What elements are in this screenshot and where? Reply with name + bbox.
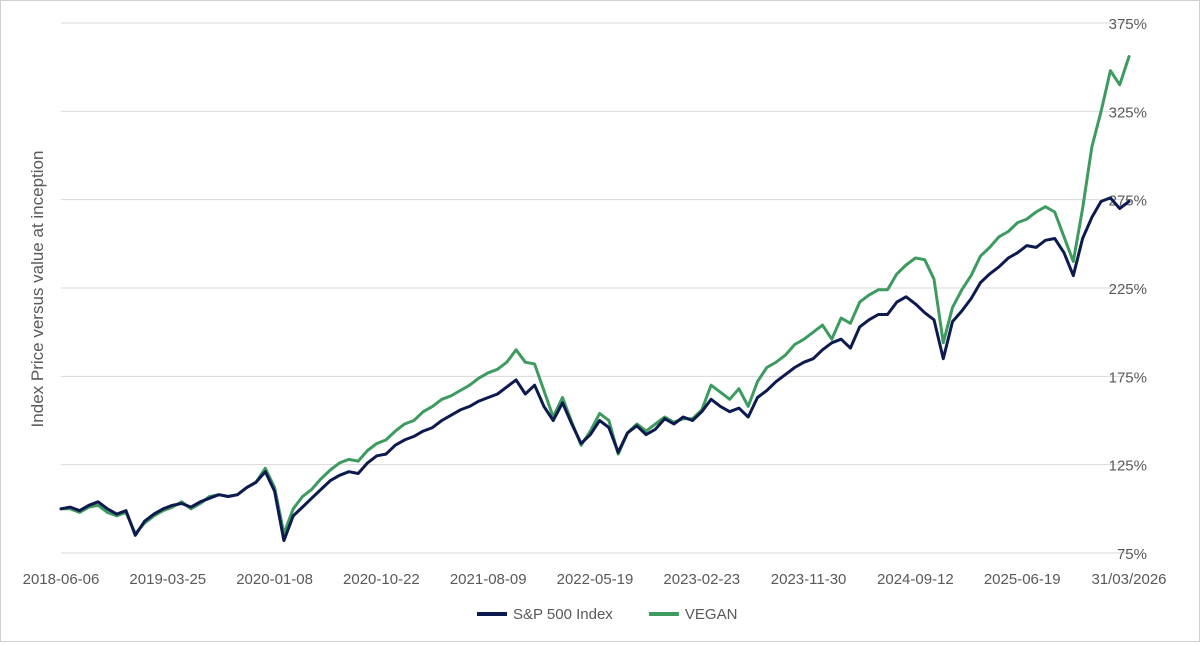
y-tick-label: 75% [1117,546,1147,563]
y-axis-ticks: 75%125%175%225%275%325%375% [1109,16,1147,563]
series-lines [59,55,1131,543]
y-axis-label: Index Price versus value at inception [28,151,47,428]
x-tick-label: 2023-02-23 [663,571,740,588]
series-line [59,196,1131,543]
x-tick-label: 2024-09-12 [877,571,954,588]
x-tick-label: 2021-08-09 [450,571,527,588]
legend-label: S&P 500 Index [513,606,613,623]
y-tick-label: 175% [1109,369,1147,386]
legend-label: VEGAN [685,606,738,623]
y-tick-label: 125% [1109,458,1147,475]
y-tick-label: 375% [1109,16,1147,33]
legend: S&P 500 Index VEGAN [477,606,737,623]
y-tick-label: 225% [1109,281,1147,298]
x-tick-label: 2025-06-19 [984,571,1061,588]
x-tick-label: 2020-10-22 [343,571,420,588]
x-axis-ticks: 2018-06-06 2019-03-25 2020-01-08 2020-10-22… [23,571,1167,588]
x-tick-label: 31/03/2026 [1091,571,1166,588]
gridlines [61,22,1129,554]
x-tick-label: 2023-11-30 [771,571,847,588]
x-tick-label: 2019-03-25 [129,571,206,588]
series-line [59,55,1131,536]
x-tick-label: 2020-01-08 [236,571,313,588]
x-tick-label: 2018-06-06 [23,571,100,588]
legend-item: S&P 500 Index [477,606,613,623]
y-tick-label: 325% [1109,104,1147,121]
x-tick-label: 2022-05-19 [557,571,634,588]
legend-item: VEGAN [648,606,738,623]
